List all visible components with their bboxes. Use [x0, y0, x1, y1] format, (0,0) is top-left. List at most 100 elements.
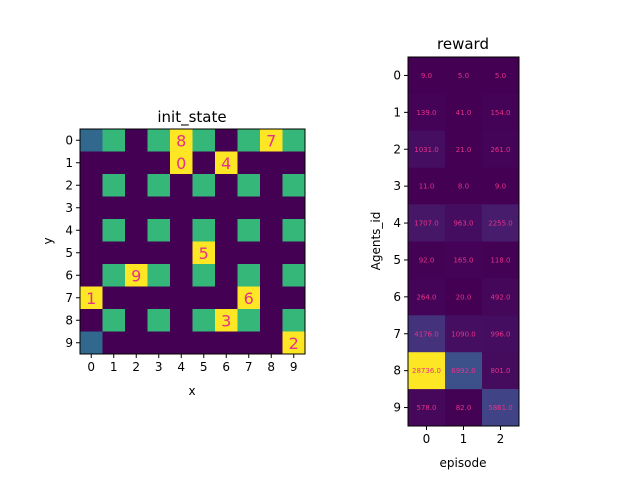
init-cell-r4-c2: [125, 219, 148, 242]
init-x-tick-label-4: 4: [177, 360, 185, 374]
init-cell-r5-c3: [147, 241, 171, 265]
init-cell-r7-c5: [192, 286, 216, 310]
agent-label-7: 7: [266, 131, 276, 150]
reward-cell-r2-c2: [482, 130, 520, 168]
init-cell-r8-c8: [260, 309, 283, 332]
init-cell-r0-c8: [260, 129, 283, 152]
reward-x-axis-label: episode: [440, 456, 487, 470]
reward-cell-r0-c1: [445, 57, 483, 95]
init-cell-r9-c9: [282, 331, 306, 355]
init-cell-r8-c3: [147, 309, 171, 332]
init-state-x-axis-label: x: [188, 384, 195, 398]
init-cell-r8-c9: [282, 309, 306, 332]
agent-label-9: 9: [131, 266, 141, 285]
init-y-tick-label-7: 7: [65, 291, 73, 305]
init-cell-r0-c3: [147, 129, 171, 152]
reward-value-r6-c1: 20.0: [456, 293, 472, 301]
reward-y-tick-label-6: 6: [393, 290, 401, 304]
init-cell-r8-c2: [125, 309, 148, 332]
init-state-y-axis-label: y: [41, 237, 55, 244]
init-cell-r9-c6: [215, 331, 238, 355]
init-y-tick-label-5: 5: [65, 246, 73, 260]
init-cell-r2-c5: [192, 174, 216, 197]
reward-cell-r0-c0: [408, 57, 446, 95]
reward-cell-r2-c0: [408, 130, 446, 168]
reward-cell-r5-c2: [482, 241, 520, 279]
reward-value-r5-c2: 118.0: [490, 256, 510, 264]
init-cell-r9-c7: [237, 331, 261, 355]
init-x-tick-label-2: 2: [132, 360, 140, 374]
reward-value-r3-c2: 9.0: [495, 183, 506, 191]
init-cell-r8-c5: [192, 309, 216, 332]
reward-value-r0-c2: 5.0: [495, 72, 506, 80]
init-y-tick-label-2: 2: [65, 178, 73, 192]
init-cell-r9-c3: [147, 331, 171, 355]
reward-value-r9-c2: 5861.0: [488, 404, 513, 412]
init-cell-r7-c7: [237, 286, 261, 310]
reward-y-tick-label-8: 8: [393, 364, 401, 378]
reward-y-tick-label-4: 4: [393, 216, 401, 230]
init-x-tick-label-5: 5: [200, 360, 208, 374]
reward-value-r4-c0: 1707.0: [414, 220, 439, 228]
init-cell-r0-c2: [125, 129, 148, 152]
agent-label-5: 5: [199, 244, 209, 263]
init-cell-r2-c6: [215, 174, 238, 197]
init-cell-r0-c5: [192, 129, 216, 152]
agent-label-3: 3: [221, 311, 231, 330]
reward-x-tick-label-2: 2: [497, 432, 505, 446]
init-cell-r7-c9: [282, 286, 306, 310]
reward-cell-r3-c2: [482, 167, 520, 205]
init-x-tick-label-7: 7: [245, 360, 253, 374]
init-cell-r6-c6: [215, 264, 238, 287]
init-cell-r2-c4: [170, 174, 193, 197]
init-cell-r1-c2: [125, 151, 148, 175]
init-cell-r4-c8: [260, 219, 283, 242]
init-cell-r6-c8: [260, 264, 283, 287]
init-cell-r1-c7: [237, 151, 261, 175]
reward-value-r0-c1: 5.0: [458, 72, 469, 80]
init-cell-r3-c5: [192, 196, 216, 220]
init-cell-r2-c2: [125, 174, 148, 197]
reward-y-tick-label-7: 7: [393, 327, 401, 341]
init-cell-r5-c1: [102, 241, 126, 265]
init-cell-r4-c7: [237, 219, 261, 242]
reward-value-r4-c2: 2255.0: [488, 220, 513, 228]
init-cell-r5-c5: [192, 241, 216, 265]
init-y-tick-label-6: 6: [65, 268, 73, 282]
reward-value-r7-c2: 996.0: [490, 330, 510, 338]
init-cell-r5-c4: [170, 241, 193, 265]
init-cell-r6-c0: [80, 264, 103, 287]
init-x-tick-label-6: 6: [222, 360, 230, 374]
init-cell-r6-c4: [170, 264, 193, 287]
reward-value-r9-c0: 578.0: [416, 404, 436, 412]
reward-y-tick-label-2: 2: [393, 142, 401, 156]
reward-value-r7-c1: 1090.0: [451, 330, 476, 338]
init-cell-r6-c3: [147, 264, 171, 287]
init-cell-r1-c9: [282, 151, 306, 175]
init-cell-r2-c8: [260, 174, 283, 197]
init-state-agent-labels: 8 7 0 4 5 9 1 63 2: [86, 131, 299, 353]
init-cell-r7-c6: [215, 286, 238, 310]
reward-cell-r9-c1: [445, 389, 483, 427]
init-cell-r3-c2: [125, 196, 148, 220]
reward-x-tick-label-1: 1: [460, 432, 468, 446]
init-cell-r1-c0: [80, 151, 103, 175]
init-cell-r3-c8: [260, 196, 283, 220]
reward-value-r8-c0: 28736.0: [412, 367, 441, 375]
init-cell-r7-c2: [125, 286, 148, 310]
reward-cell-r9-c2: [482, 389, 520, 427]
init-cell-r0-c0: [80, 129, 103, 152]
reward-y-tick-label-0: 0: [393, 68, 401, 82]
init-cell-r0-c7: [237, 129, 261, 152]
init-cell-r2-c3: [147, 174, 171, 197]
reward-cell-r2-c1: [445, 130, 483, 168]
init-state-y-ticks: 0 1 2 3 4 5 6 7 8 9: [65, 133, 80, 350]
init-y-tick-label-8: 8: [65, 313, 73, 327]
init-cell-r5-c7: [237, 241, 261, 265]
reward-cell-r1-c2: [482, 93, 520, 132]
init-cell-r5-c8: [260, 241, 283, 265]
init-cell-r4-c3: [147, 219, 171, 242]
init-cell-r9-c4: [170, 331, 193, 355]
reward-cell-r1-c1: [445, 93, 483, 132]
